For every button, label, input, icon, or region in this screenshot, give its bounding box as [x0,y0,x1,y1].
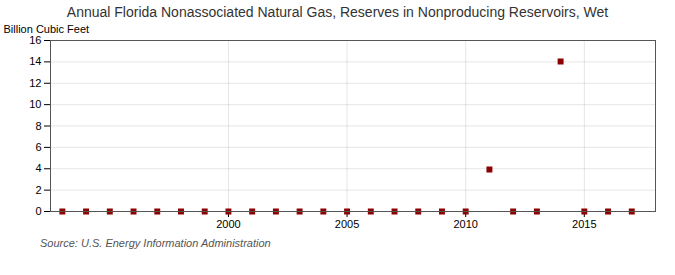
html-text:Source: U.S. Energy Informatio: Source: U.S. Energy Information Administ… [40,237,271,249]
html-text:Annual Florida Nonassociated N: Annual Florida Nonassociated Natural Gas… [66,4,609,20]
svg-text:2000: 2000 [216,218,240,230]
svg-text:2015: 2015 [572,218,596,230]
svg-text:2005: 2005 [335,218,359,230]
svg-text:14: 14 [29,55,41,67]
svg-text:0: 0 [35,205,41,217]
svg-text:12: 12 [29,77,41,89]
svg-text:Billion Cubic Feet: Billion Cubic Feet [4,23,90,35]
svg-text:6: 6 [35,141,41,153]
svg-text:2: 2 [35,184,41,196]
svg-text:4: 4 [35,162,41,174]
svg-text:2010: 2010 [453,218,477,230]
svg-text:10: 10 [29,98,41,110]
svg-text:8: 8 [35,120,41,132]
svg-text:16: 16 [29,34,41,46]
